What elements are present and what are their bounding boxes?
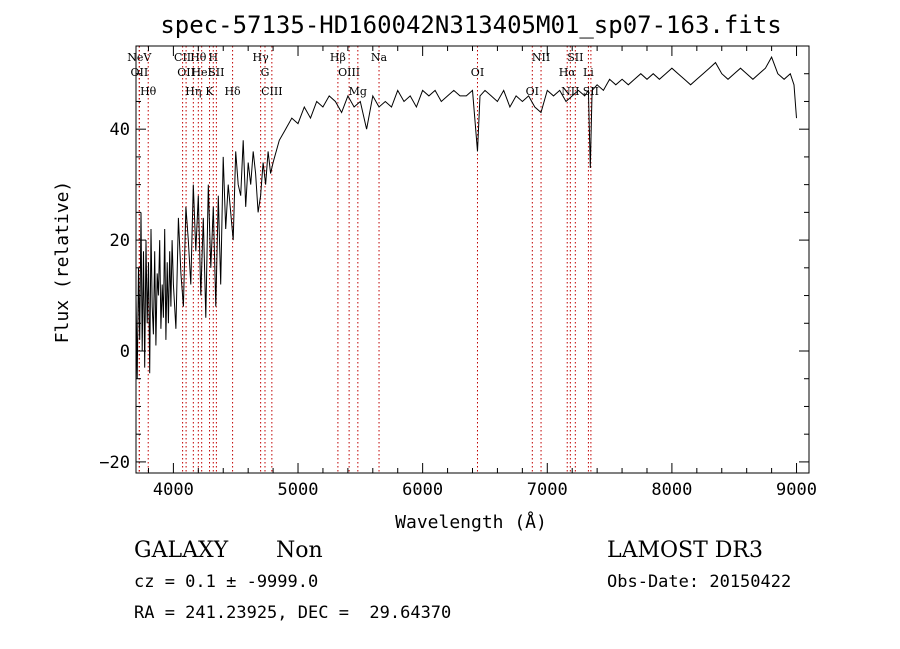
spectral-line-label: Mg [349,85,367,98]
spectral-line-label: OIII [338,66,360,79]
spectral-line-label: OII [177,66,195,79]
spectral-line-label: SII [567,51,583,64]
spectral-line-label: SII [208,66,224,79]
spectral-line-label: OI [471,66,484,79]
x-axis-label: Wavelength (Å) [395,511,547,533]
y-tick-label: −20 [99,453,130,473]
spectral-line-label: Hθ [140,85,157,98]
spectral-line-label: Hβ [330,51,346,64]
spectral-line-label: Hγ [253,51,270,64]
y-axis-label: Flux (relative) [52,181,73,344]
x-tick-label: 8000 [651,480,692,500]
x-tick-label: 4000 [153,480,194,500]
spectral-line-label: Hδ [224,85,241,98]
spectral-lines-group: NeVOIIHθCIIOIIHηHθHeIKHSIIHδHγGCIIIHβOII… [127,46,599,473]
spectral-line-label: OI [526,85,539,98]
survey-label: LAMOST DR3 [607,538,763,563]
y-tick-label: 20 [110,231,130,251]
spectral-line-label: CII [174,51,191,64]
spectral-line-label: HeI [191,66,211,79]
class-label: GALAXY [134,538,229,563]
spectral-line-label: SII [583,85,599,98]
axes-group: 4000 5000 6000 7000 8000 9000 −20 0 20 40 [99,45,817,500]
spectral-line-label: OII [131,66,149,79]
x-tick-label: 5000 [278,480,319,500]
y-tick-label: 0 [120,342,130,362]
subclass-label: Non [276,538,323,563]
spectral-line-label: K [205,85,214,98]
spectral-line-label: Li [583,66,594,79]
spectral-line-label: NeV [127,51,152,64]
chart-title: spec-57135-HD160042N313405M01_sp07-163.f… [160,11,781,39]
spectral-line-label: Hη [185,85,201,98]
x-tick-label: 9000 [776,480,817,500]
spectrum-series-group [135,55,797,379]
spectral-line-label: H [208,51,218,64]
spectral-line-label: NII [532,51,550,64]
coordinates-text: RA = 241.23925, DEC = 29.64370 [134,603,452,623]
spectral-line-label: Hθ [190,51,207,64]
redshift-text: cz = 0.1 ± -9999.0 [134,572,319,592]
spectral-line-label: Hα [559,66,577,79]
plot-frame [135,45,810,474]
spectral-line-label: Na [371,51,388,64]
x-tick-label: 7000 [527,480,568,500]
spectrum-line [135,55,797,379]
x-tick-label: 6000 [402,480,443,500]
spectral-line-label: CIII [261,85,282,98]
obs-date-text: Obs-Date: 20150422 [607,572,792,592]
spectral-line-label: G [261,66,270,79]
y-tick-label: 40 [110,120,130,140]
